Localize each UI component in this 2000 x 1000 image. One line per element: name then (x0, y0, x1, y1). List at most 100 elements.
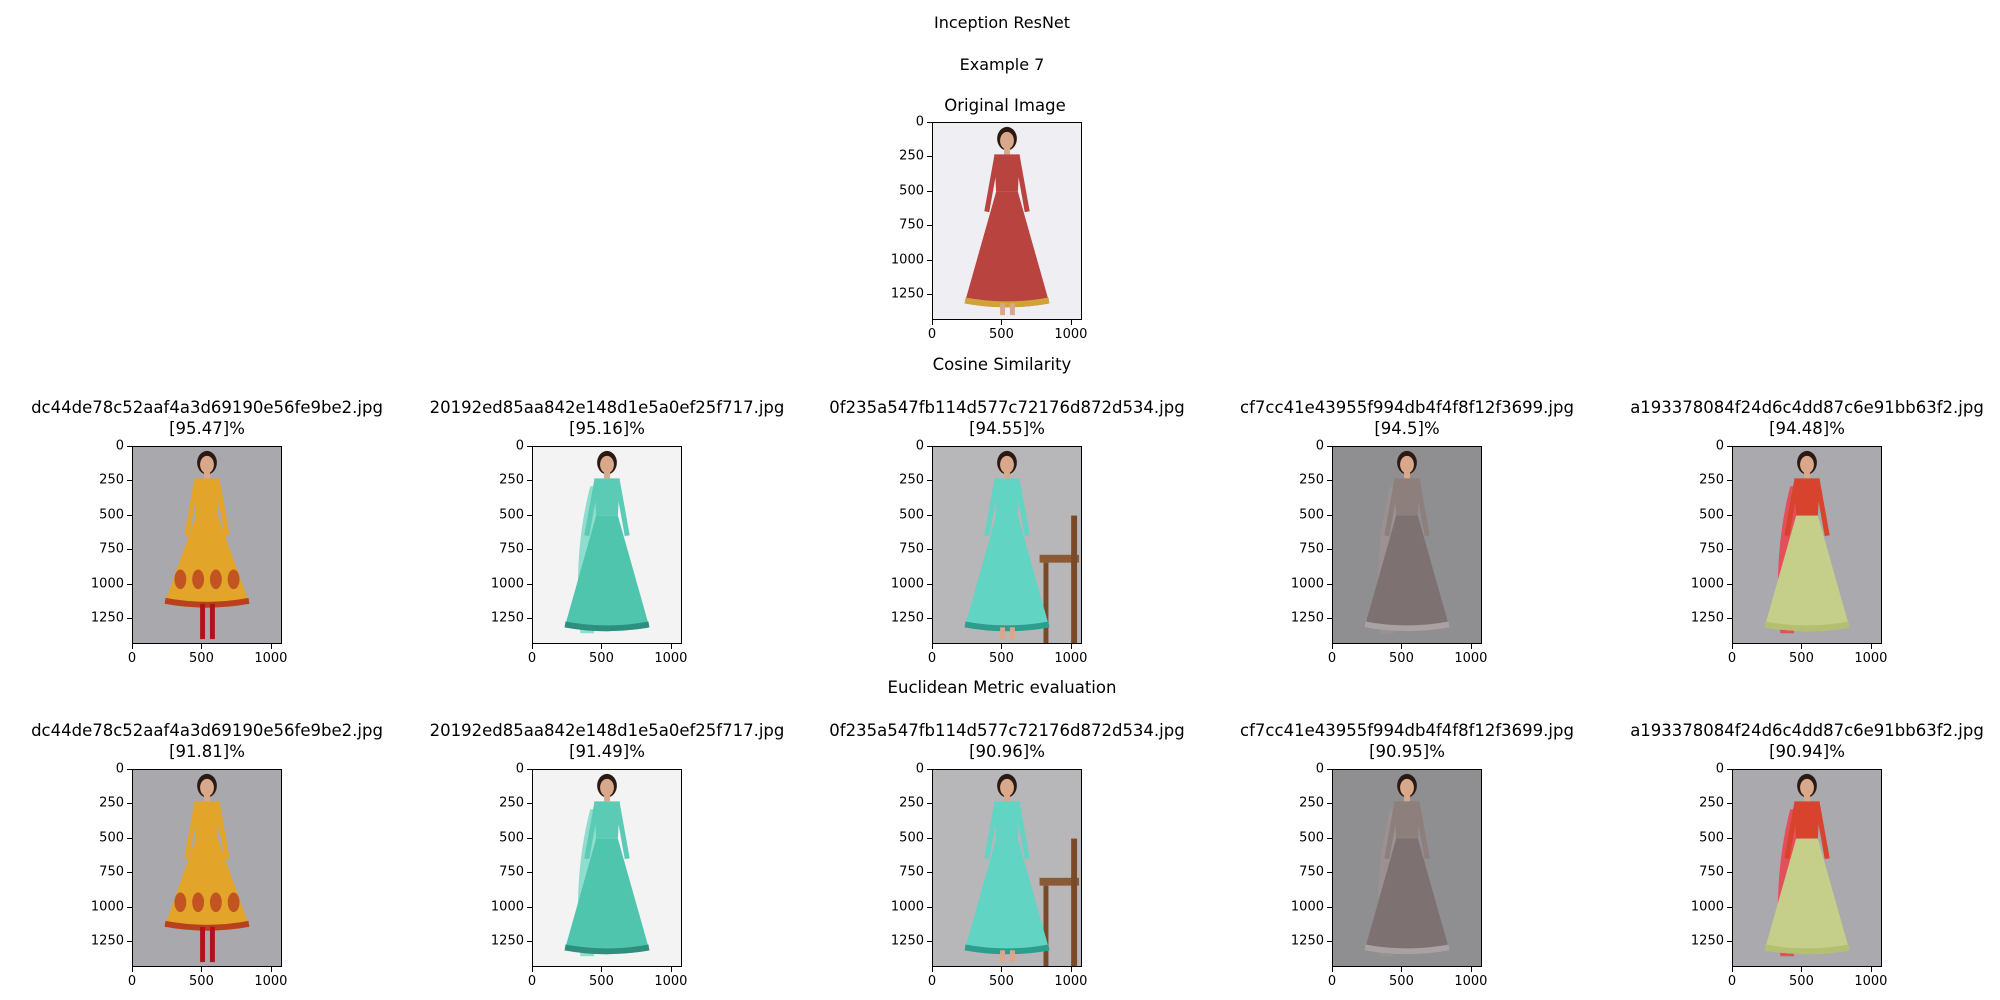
cosine-5-ytick (1727, 514, 1732, 516)
cosine-filename: 0f235a547fb114d577c72176d872d534.jpg (829, 398, 1185, 417)
cosine-5-ytick-label: 750 (1699, 541, 1724, 557)
euclidean-filename: cf7cc41e43955f994db4f4f8f12f3699.jpg (1240, 721, 1574, 740)
cosine-5-ytick-label: 0 (1715, 438, 1724, 454)
cosine-1-ytick-label: 1000 (90, 576, 124, 591)
euclidean-1-ytick (127, 940, 132, 942)
cosine-4-ytick (1327, 617, 1332, 619)
euclidean-4-ytick-label: 1000 (1290, 899, 1324, 914)
original-xtick (1001, 320, 1003, 325)
cosine-2-xtick (601, 644, 603, 649)
cosine-2-ytick (527, 617, 532, 619)
euclidean-4-xtick (1401, 967, 1403, 972)
euclidean-1-xtick-label: 1000 (254, 974, 288, 989)
euclidean-5-ytick-label: 750 (1699, 864, 1724, 880)
original-ytick (927, 190, 932, 192)
cosine-4-ytick (1327, 549, 1332, 551)
euclidean-5-ytick (1727, 769, 1732, 770)
euclidean-2-ytick-label: 1250 (490, 933, 524, 949)
cosine-2-xtick (670, 644, 672, 649)
euclidean-5-image (1732, 769, 1882, 967)
cosine-1-ytick (127, 617, 132, 619)
euclidean-section-title: Euclidean Metric evaluation (887, 678, 1117, 697)
euclidean-5-ytick (1727, 872, 1732, 874)
cosine-2-ytick (527, 480, 532, 482)
euclidean-5-ytick (1727, 803, 1732, 805)
original-ytick (927, 259, 932, 261)
euclidean-4-xtick-label: 0 (1327, 974, 1337, 989)
original-ytick-label: 0 (915, 114, 924, 130)
euclidean-1-xtick-label: 500 (189, 974, 214, 989)
original-image-title: Original Image (944, 96, 1066, 115)
cosine-score: [94.55]% (969, 419, 1045, 438)
euclidean-3-ytick-label: 1000 (890, 899, 924, 914)
cosine-3-ytick (927, 480, 932, 482)
cosine-5-ytick (1727, 617, 1732, 619)
cosine-4-xtick-label: 1000 (1454, 651, 1488, 666)
euclidean-2-ytick (527, 906, 532, 908)
euclidean-5-ytick-label: 1000 (1690, 899, 1724, 914)
euclidean-3-ytick-label: 500 (899, 830, 924, 846)
euclidean-4-ytick (1327, 803, 1332, 805)
cosine-5-ytick (1727, 549, 1732, 551)
cosine-2-image (532, 446, 682, 644)
figure-subtitle: Example 7 (959, 55, 1045, 74)
euclidean-3-ytick-label: 250 (899, 795, 924, 811)
cosine-3-ytick (927, 549, 932, 551)
cosine-2-ytick (527, 583, 532, 585)
euclidean-4-ytick (1327, 837, 1332, 839)
cosine-5-xtick-label: 500 (1789, 651, 1814, 666)
cosine-3-ytick (927, 514, 932, 516)
euclidean-score: [90.96]% (969, 742, 1045, 761)
euclidean-2-ytick (527, 769, 532, 770)
euclidean-4-xtick (1332, 967, 1333, 972)
euclidean-2-ytick-label: 750 (499, 864, 524, 880)
euclidean-2-xtick (601, 967, 603, 972)
euclidean-5-xtick-label: 0 (1727, 974, 1737, 989)
euclidean-1-xtick (132, 967, 133, 972)
euclidean-3-xtick (1070, 967, 1072, 972)
euclidean-3-ytick (927, 940, 932, 942)
cosine-5-ytick (1727, 446, 1732, 447)
euclidean-score: [90.94]% (1769, 742, 1845, 761)
euclidean-2-xtick-label: 0 (527, 974, 537, 989)
euclidean-3-xtick (1001, 967, 1003, 972)
cosine-5-image (1732, 446, 1882, 644)
cosine-4-image (1332, 446, 1482, 644)
euclidean-1-xtick (201, 967, 203, 972)
euclidean-2-ytick-label: 500 (499, 830, 524, 846)
euclidean-2-ytick (527, 940, 532, 942)
cosine-1-ytick-label: 250 (99, 472, 124, 488)
euclidean-2-ytick-label: 250 (499, 795, 524, 811)
euclidean-1-ytick-label: 750 (99, 864, 124, 880)
cosine-4-ytick (1327, 583, 1332, 585)
cosine-3-image (932, 446, 1082, 644)
cosine-3-xtick-label: 0 (927, 651, 937, 666)
euclidean-4-ytick-label: 250 (1299, 795, 1324, 811)
original-ytick-label: 750 (899, 217, 924, 233)
euclidean-1-ytick-label: 1000 (90, 899, 124, 914)
cosine-5-ytick-label: 1250 (1690, 610, 1724, 626)
cosine-3-xtick-label: 1000 (1054, 651, 1088, 666)
euclidean-2-xtick-label: 1000 (654, 974, 688, 989)
cosine-2-xtick-label: 500 (589, 651, 614, 666)
euclidean-3-image (932, 769, 1082, 967)
cosine-score: [94.5]% (1374, 419, 1440, 438)
euclidean-4-ytick (1327, 940, 1332, 942)
euclidean-5-ytick (1727, 940, 1732, 942)
euclidean-1-ytick-label: 1250 (90, 933, 124, 949)
cosine-5-xtick-label: 0 (1727, 651, 1737, 666)
euclidean-3-ytick-label: 1250 (890, 933, 924, 949)
euclidean-5-xtick-label: 1000 (1854, 974, 1888, 989)
original-xtick-label: 1000 (1054, 327, 1088, 342)
cosine-filename: dc44de78c52aaf4a3d69190e56fe9be2.jpg (31, 398, 383, 417)
cosine-3-ytick-label: 250 (899, 472, 924, 488)
original-xtick (1070, 320, 1072, 325)
euclidean-1-ytick (127, 872, 132, 874)
cosine-3-xtick (932, 644, 933, 649)
euclidean-5-xtick (1870, 967, 1872, 972)
cosine-1-ytick (127, 514, 132, 516)
cosine-3-ytick (927, 617, 932, 619)
euclidean-2-xtick (670, 967, 672, 972)
euclidean-1-ytick-label: 250 (99, 795, 124, 811)
cosine-2-xtick-label: 0 (527, 651, 537, 666)
